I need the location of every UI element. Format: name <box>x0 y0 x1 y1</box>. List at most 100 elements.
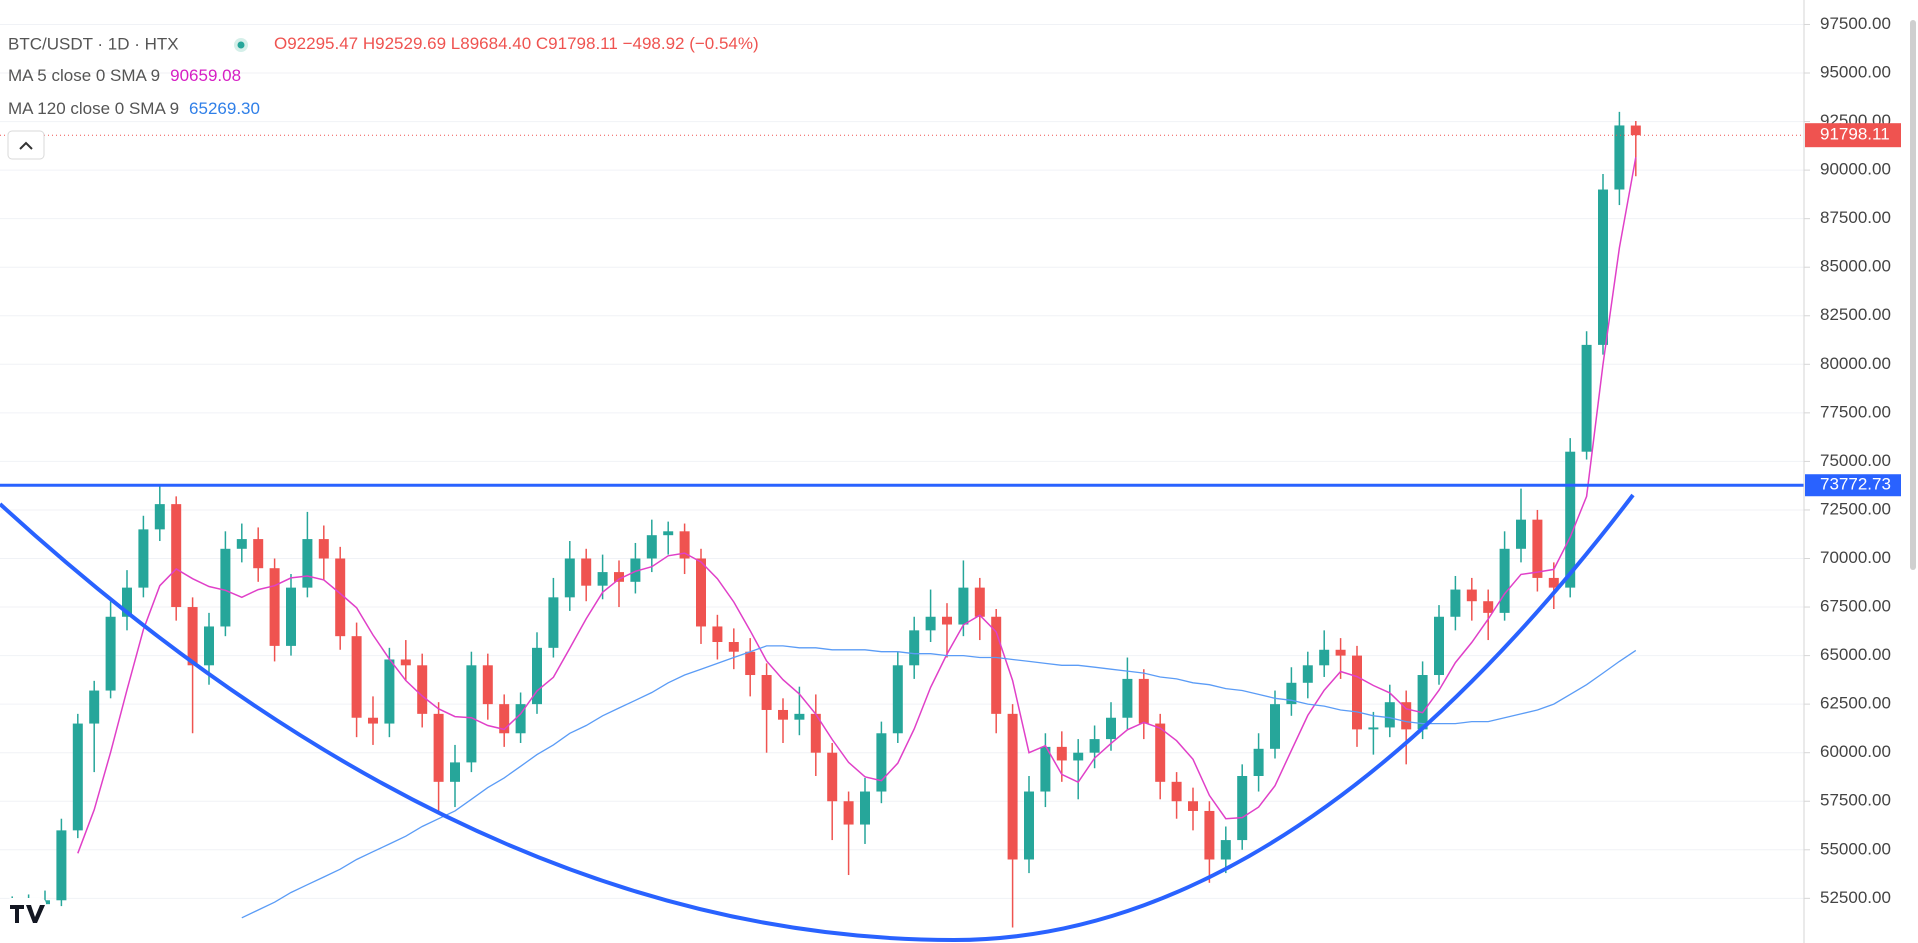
symbol-title: BTC/USDT · 1D · HTX <box>8 34 179 53</box>
ohlc-close: C91798.11 <box>536 34 618 53</box>
candle-body <box>89 690 100 724</box>
candle-body <box>1319 649 1330 666</box>
candle-body <box>482 665 493 705</box>
candle-body <box>318 539 329 559</box>
candle-body <box>745 651 756 676</box>
y-tick-label: 80000.00 <box>1820 354 1891 373</box>
candle-body <box>1483 601 1494 613</box>
candle-body <box>1598 189 1608 345</box>
candle-body <box>433 713 444 782</box>
candle-body <box>679 531 690 559</box>
candle-body <box>1630 125 1641 136</box>
candle-body <box>581 558 592 586</box>
candle-body <box>1171 781 1182 802</box>
candle-body <box>630 558 641 582</box>
candle-body <box>515 704 526 734</box>
candle-body <box>122 587 132 617</box>
legend-value: 90659.08 <box>170 66 241 85</box>
y-tick-label: 90000.00 <box>1820 160 1891 179</box>
legend-value: 65269.30 <box>189 99 260 118</box>
y-tick-label: 95000.00 <box>1820 63 1891 82</box>
candle-body <box>532 647 542 705</box>
scrollbar[interactable] <box>1910 20 1916 570</box>
y-tick-label: 97500.00 <box>1820 14 1891 33</box>
y-tick-label: 85000.00 <box>1820 257 1891 276</box>
grid <box>0 23 1804 899</box>
candle-body <box>1237 775 1248 841</box>
candle-body <box>368 717 378 724</box>
candle-body <box>696 558 706 627</box>
y-tick-label: 65000.00 <box>1820 645 1891 664</box>
candle-body <box>1056 746 1067 761</box>
y-tick-label: 67500.00 <box>1820 597 1891 616</box>
candle-body <box>778 709 788 720</box>
candle-body <box>1155 723 1166 782</box>
candle-body <box>220 548 231 627</box>
candle-body <box>335 558 346 637</box>
candle-body <box>302 539 313 588</box>
candle-body <box>138 529 149 588</box>
candle-body <box>171 504 182 608</box>
y-tick-label: 52500.00 <box>1820 888 1891 907</box>
candle-body <box>466 665 477 763</box>
candle-body <box>56 830 67 901</box>
candle-body <box>876 733 887 792</box>
candle-body <box>974 587 985 617</box>
candle-body <box>499 704 510 734</box>
candle-body <box>892 665 903 734</box>
legend-name: MA 120 close 0 SMA 9 <box>8 99 179 118</box>
collapse-button[interactable] <box>7 130 45 160</box>
level-label: 73772.73 <box>1820 475 1891 494</box>
candle-body <box>1089 739 1100 753</box>
candle-body <box>269 568 280 646</box>
candle-body <box>991 616 1002 714</box>
candle-body <box>187 607 198 666</box>
y-tick-label: 87500.00 <box>1820 208 1891 227</box>
candle-body <box>1138 678 1149 724</box>
ohlc-change: −498.92 (−0.54%) <box>623 34 759 53</box>
candle-body <box>1253 748 1264 776</box>
price-axis: 52500.00 55000.00 57500.00 60000.00 62500.00… <box>1804 14 1901 907</box>
candle-body <box>1122 678 1133 718</box>
candle-body <box>1401 702 1412 730</box>
candle-body <box>1188 801 1198 811</box>
candle-body <box>1516 519 1526 549</box>
candle-body <box>909 630 920 666</box>
candle-body <box>1302 665 1313 683</box>
ma120-legend: MA 120 close 0 SMA 9 65269.30 <box>8 99 260 118</box>
candle-body <box>1335 649 1346 656</box>
candle-body <box>1073 752 1084 761</box>
status-dot <box>237 41 245 49</box>
candle-body <box>1532 519 1543 578</box>
ma-line <box>241 645 1637 919</box>
candle-body <box>1565 451 1576 588</box>
candle-body <box>417 665 428 714</box>
candle-body <box>1434 616 1444 676</box>
candle-body <box>1417 675 1428 730</box>
candle-body <box>450 762 460 782</box>
ohlc-high: H92529.69 <box>363 34 446 53</box>
candle-body <box>105 616 116 691</box>
y-tick-label: 82500.00 <box>1820 305 1891 324</box>
candle-body <box>646 535 657 559</box>
candle-body <box>400 659 411 666</box>
candle-body <box>1007 713 1018 860</box>
candle-body <box>712 626 723 643</box>
candle-body <box>1548 577 1559 588</box>
candle-body <box>597 572 608 586</box>
y-tick-label: 57500.00 <box>1820 791 1891 810</box>
candle-body <box>154 504 165 530</box>
ohlc-low: L89684.40 <box>451 34 531 53</box>
y-tick-label: 55000.00 <box>1820 839 1891 858</box>
candle-body <box>1466 589 1477 602</box>
candle-body <box>1106 717 1116 740</box>
candle-body <box>72 723 83 831</box>
level-badge <box>1805 474 1901 497</box>
candle-body <box>1220 840 1231 860</box>
candle-body <box>1352 655 1362 730</box>
y-tick-label: 75000.00 <box>1820 451 1891 470</box>
last-price-badge <box>1805 123 1901 148</box>
candle-body <box>843 801 854 825</box>
candle-body <box>860 791 870 825</box>
